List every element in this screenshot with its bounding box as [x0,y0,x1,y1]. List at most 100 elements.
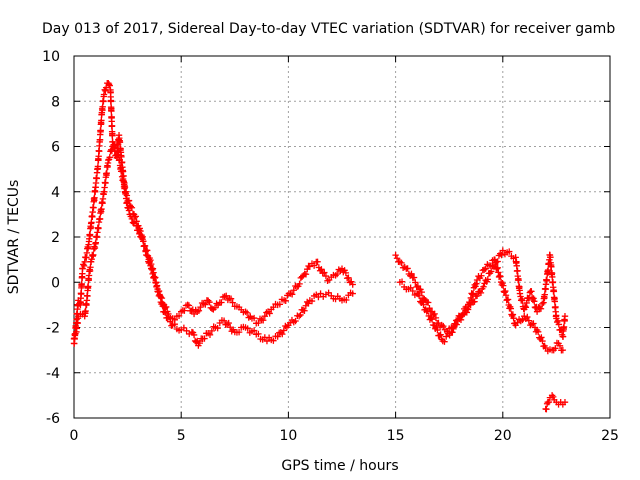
data-point [100,91,108,98]
data-point [102,84,110,91]
data-point-dense [466,299,474,307]
data-point-dense [507,305,515,312]
data-point [197,303,204,311]
data-point-dense [139,233,146,241]
data-point-dense [424,307,431,315]
data-point-dense [86,231,94,238]
data-point-dense [509,311,517,318]
data-point-dense [162,303,170,311]
data-point-dense [539,300,546,308]
data-point-dense [175,312,183,319]
data-point-dense [543,276,551,284]
data-point [561,398,569,406]
data-point-dense [162,309,169,316]
data-point-dense [537,305,545,312]
data-point-dense [116,156,123,164]
data-point-dense [270,337,277,344]
data-point-dense [491,256,499,263]
data-point-dense [84,292,91,300]
data-point-dense [398,259,405,267]
data-point-dense [131,213,139,221]
data-point-dense [548,263,555,271]
data-point-dense [343,296,350,304]
data-point-dense [514,319,521,326]
data-point [473,292,481,300]
data-point-dense [195,307,203,314]
data-point [345,274,352,281]
data-point-dense [539,337,546,345]
data-point-dense [549,393,557,401]
data-point-dense [530,320,537,327]
data-point-dense [128,204,136,211]
data-point-dense [308,297,316,305]
data-point-dense [528,288,535,295]
data-point-dense [290,287,297,294]
data-point-dense [469,291,476,298]
data-point-dense [98,117,105,124]
data-point [223,292,230,300]
data-point-dense [552,345,559,352]
data-point-dense [409,287,416,295]
data-point-dense [243,309,251,317]
data-point-dense [478,272,485,279]
data-point-dense [497,278,505,286]
data-point-dense [504,296,512,303]
data-point-dense [214,324,221,332]
data-point-dense [522,304,530,311]
data-point-dense [538,334,545,341]
data-point-dense [91,194,98,201]
data-point-dense [73,325,80,332]
data-point-dense [218,299,225,306]
data-point-dense [98,205,105,213]
data-point-dense [519,316,526,324]
x-tick-label: 0 [70,428,79,444]
data-point-dense [446,332,453,339]
data-point-dense [133,218,140,225]
data-point-dense [193,338,200,346]
data-point-dense [473,280,480,287]
data-point-dense [484,276,491,283]
data-point-dense [543,405,550,413]
data-point-dense [97,127,104,134]
data-point-dense [424,299,432,306]
data-point-dense [412,279,419,286]
data-point-dense [103,169,110,177]
data-point-dense [85,283,92,290]
data-point-dense [159,302,166,310]
data-point-dense [108,107,115,115]
data-point-dense [342,269,350,277]
data-point-dense [515,277,522,284]
data-point-dense [495,269,502,276]
data-point-dense [441,338,448,345]
data-point-dense [510,314,517,322]
data-point-dense [524,313,531,321]
data-point [263,337,271,345]
data-point-dense [244,325,251,332]
data-point-dense [164,314,171,322]
data-point-dense [282,322,289,330]
x-tick-label: 15 [387,428,405,444]
data-point-dense [501,289,508,296]
data-point-dense [201,335,208,342]
data-point-dense [407,284,414,291]
data-point-dense [78,290,85,297]
data-point-dense [454,316,461,323]
data-point-dense [282,297,289,305]
x-tick-label: 25 [601,428,619,444]
data-point-dense [108,147,116,155]
data-point-dense [196,339,203,347]
data-point-dense [225,319,232,327]
data-point-dense [108,122,116,130]
data-point-dense [554,317,562,324]
chart-title: Day 013 of 2017, Sidereal Day-to-day VTE… [42,21,615,37]
data-point-dense [322,272,330,280]
data-point [261,312,269,320]
data-point-dense [502,287,509,295]
data-point-dense [534,328,542,336]
data-point [255,319,262,327]
data-point [274,333,281,340]
data-point-dense [427,314,435,322]
data-point [349,290,356,297]
data-point-dense [102,179,109,187]
